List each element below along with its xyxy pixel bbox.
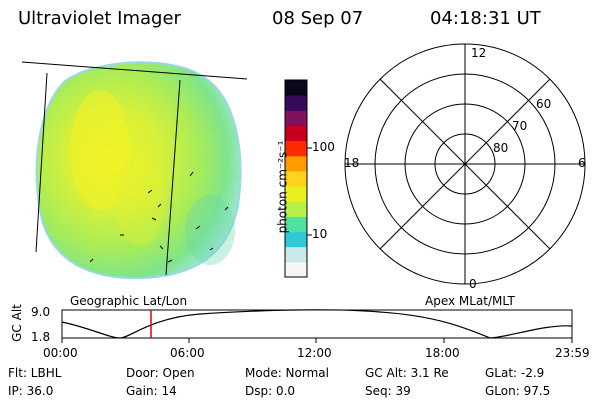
mlt-label-18: 18 bbox=[344, 156, 360, 170]
polar-grid bbox=[344, 43, 586, 285]
lat-label-70: 70 bbox=[512, 119, 528, 133]
color-band bbox=[285, 125, 307, 142]
door-status: Door: Open bbox=[126, 366, 195, 380]
gc-alt-axis-title: GC Alt bbox=[9, 304, 24, 342]
colorbar-label-100: 100 bbox=[312, 140, 335, 154]
color-band bbox=[285, 155, 307, 172]
color-scale-bar bbox=[285, 80, 307, 278]
x-tick-2359: 23:59 bbox=[555, 346, 590, 360]
y-tick-1-8: 1.8 bbox=[31, 330, 51, 344]
lat-label-80: 80 bbox=[493, 141, 509, 155]
altitude-timeline bbox=[61, 309, 573, 343]
uv-earth-image bbox=[35, 61, 242, 280]
lat-label-60: 60 bbox=[536, 97, 552, 111]
dsp-status: Dsp: 0.0 bbox=[245, 384, 296, 398]
x-tick-0600: 06:00 bbox=[170, 346, 205, 360]
mode-status: Mode: Normal bbox=[245, 366, 329, 380]
color-band bbox=[285, 201, 307, 217]
gc-alt-status: GC Alt: 3.1 Re bbox=[365, 366, 449, 380]
color-band bbox=[285, 110, 307, 126]
glat-status: GLat: -2.9 bbox=[485, 366, 545, 380]
instrument-title: Ultraviolet Imager bbox=[18, 8, 181, 29]
color-band bbox=[285, 80, 307, 96]
color-band bbox=[285, 186, 307, 202]
color-band bbox=[285, 231, 307, 248]
apex-mlat-mlt-label: Apex MLat/MLT bbox=[425, 294, 515, 308]
colorbar-label-10: 10 bbox=[312, 227, 328, 241]
glon-status: GLon: 97.5 bbox=[485, 384, 551, 398]
mlt-label-6: 6 bbox=[578, 156, 586, 170]
color-band bbox=[285, 261, 307, 278]
mlt-label-0: 0 bbox=[469, 277, 477, 291]
mlt-label-12: 12 bbox=[471, 46, 487, 60]
color-band bbox=[285, 216, 307, 233]
color-band bbox=[285, 246, 307, 263]
filter-status: Flt: LBHL bbox=[8, 366, 62, 380]
ip-status: IP: 36.0 bbox=[8, 384, 54, 398]
seq-status: Seq: 39 bbox=[365, 384, 411, 398]
date-label: 08 Sep 07 bbox=[272, 8, 364, 29]
color-bar-frame bbox=[284, 79, 308, 278]
x-tick-0000: 00:00 bbox=[43, 346, 78, 360]
gain-status: Gain: 14 bbox=[126, 384, 177, 398]
color-band bbox=[285, 140, 307, 157]
x-tick-1200: 12:00 bbox=[297, 346, 332, 360]
time-label: 04:18:31 UT bbox=[430, 8, 541, 29]
geographic-lat-lon-label: Geographic Lat/Lon bbox=[70, 294, 188, 308]
color-band bbox=[285, 95, 307, 111]
geo-grid-lines bbox=[21, 61, 248, 276]
colorbar-unit-label: photon cm⁻²s⁻¹ bbox=[275, 140, 290, 234]
x-tick-1800: 18:00 bbox=[425, 346, 460, 360]
y-tick-9: 9.0 bbox=[31, 305, 51, 319]
color-band bbox=[285, 170, 307, 187]
